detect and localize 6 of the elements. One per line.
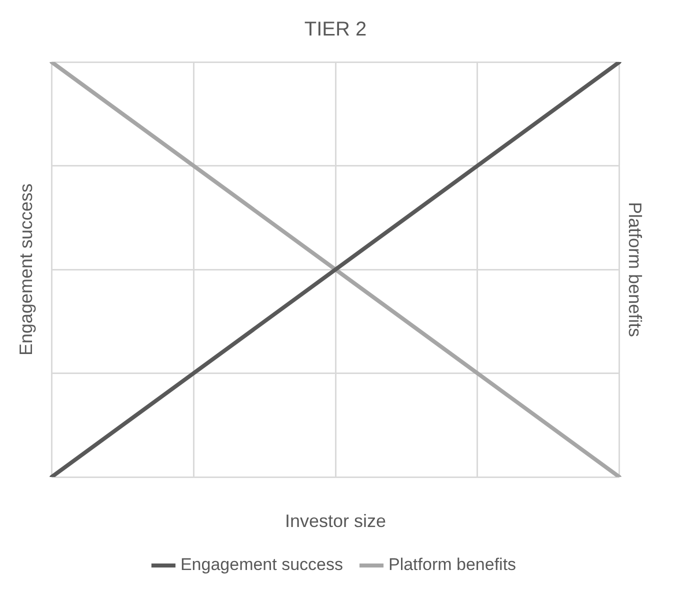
y-axis-title: Engagement success bbox=[16, 183, 36, 356]
y2-axis-title: Platform benefits bbox=[625, 202, 646, 338]
legend-label: Platform benefits bbox=[388, 555, 516, 574]
x-axis-title: Investor size bbox=[284, 511, 386, 532]
legend-label: Engagement success bbox=[180, 555, 343, 574]
chart-title: TIER 2 bbox=[304, 18, 367, 41]
